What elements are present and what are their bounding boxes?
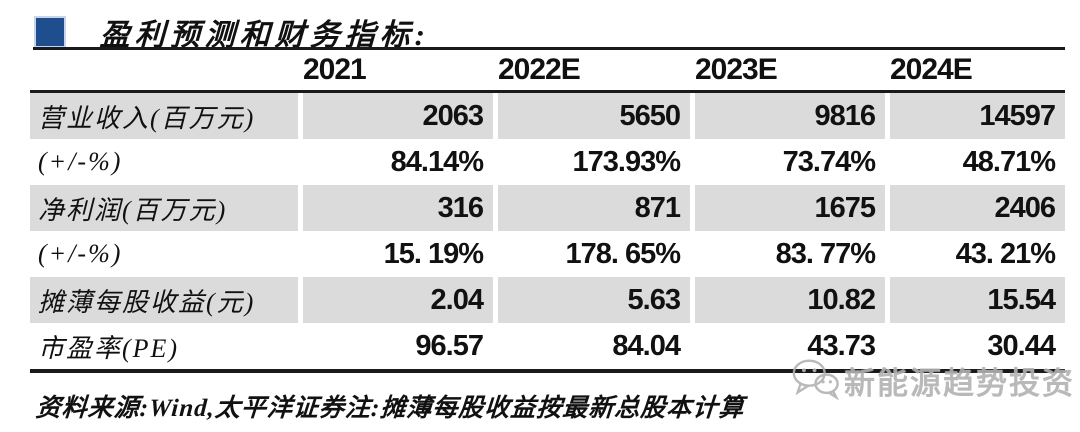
row-label: 市盈率(PE) [38,333,180,363]
cell-value: 5.63 [498,277,690,323]
section-title-row: 盈利预测和财务指标: [36,10,430,54]
cell-value: 178. 65% [565,237,681,270]
cell-value: 5650 [498,93,690,139]
blue-square-bullet-icon [36,18,64,46]
column-header-2024e: 2024E [890,53,973,86]
table-row-diluted-eps: 摊薄每股收益(元) 2.04 5.63 10.82 15.54 [30,277,1065,323]
row-label: 营业收入(百万元) [30,93,298,139]
cell-value: 2.04 [303,277,493,323]
cell-value: 43. 21% [955,237,1056,270]
cell-value: 1675 [695,185,885,231]
cell-value: 316 [303,185,493,231]
table-row-revenue-growth: (+/-%) 84.14% 173.93% 73.74% 48.71% [30,139,1065,185]
wechat-icon [790,356,840,405]
cell-value: 15.54 [890,277,1065,323]
table-row-net-profit: 净利润(百万元) 316 871 1675 2406 [30,185,1065,231]
table-header-row: 2021 2022E 2023E 2024E [30,50,1065,93]
cell-value: 73.74% [782,145,876,178]
row-label: (+/-%) [38,147,123,176]
column-header-empty [30,87,298,90]
column-header-2021: 2021 [303,53,367,86]
table-row-net-profit-growth: (+/-%) 15. 19% 178. 65% 83. 77% 43. 21% [30,231,1065,277]
row-label: (+/-%) [38,239,123,268]
column-header-2022e: 2022E [498,53,581,86]
cell-value: 96.57 [415,329,484,362]
table-row-revenue: 营业收入(百万元) 2063 5650 9816 14597 [30,93,1065,139]
table-row-pe-ratio: 市盈率(PE) 96.57 84.04 43.73 30.44 [30,323,1065,369]
cell-value: 43.73 [807,329,876,362]
financial-forecast-table: 2021 2022E 2023E 2024E 营业收入(百万元) 2063 56… [30,50,1065,373]
cell-value: 173.93% [572,145,682,178]
cell-value: 9816 [695,93,885,139]
cell-value: 2063 [303,93,493,139]
cell-value: 871 [498,185,690,231]
cell-value: 2406 [890,185,1065,231]
row-label: 摊薄每股收益(元) [30,277,298,323]
cell-value: 84.04 [612,329,681,362]
cell-value: 10.82 [695,277,885,323]
row-label: 净利润(百万元) [30,185,298,231]
cell-value: 14597 [890,93,1065,139]
cell-value: 48.71% [962,145,1056,178]
cell-value: 84.14% [390,145,484,178]
cell-value: 83. 77% [775,237,876,270]
cell-value: 15. 19% [383,237,484,270]
watermark-text: 新能源趋势投资 [844,366,1075,401]
watermark: 新能源趋势投资 [790,356,1075,405]
cell-value: 30.44 [987,329,1056,362]
column-header-2023e: 2023E [695,53,778,86]
source-note: 资料来源:Wind,太平洋证券注:摊薄每股收益按最新总股本计算 [34,395,746,422]
title-divider [33,47,1065,50]
table-body: 营业收入(百万元) 2063 5650 9816 14597 (+/-%) 84… [30,93,1065,373]
